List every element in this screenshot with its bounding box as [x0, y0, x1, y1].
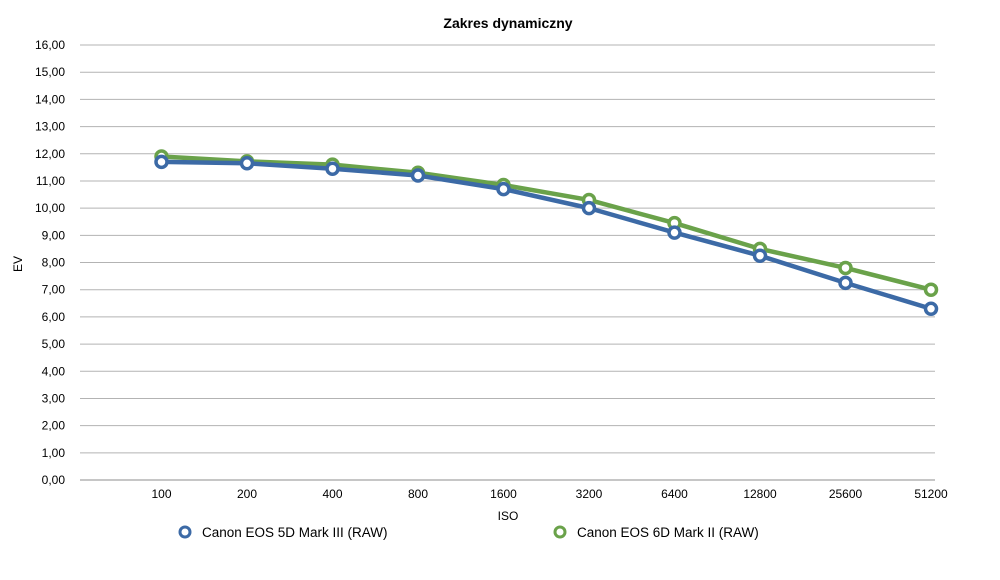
y-tick-label: 5,00 — [42, 337, 66, 351]
data-point — [325, 161, 340, 176]
y-tick-label: 1,00 — [42, 446, 66, 460]
x-tick-label: 25600 — [829, 487, 863, 501]
legend-marker — [178, 525, 192, 539]
x-tick-label: 1600 — [490, 487, 517, 501]
data-point — [752, 248, 768, 263]
y-tick-label: 0,00 — [42, 473, 66, 487]
series-line — [159, 154, 934, 292]
y-tick-label: 8,00 — [42, 256, 66, 270]
x-tick-label: 6400 — [661, 487, 688, 501]
legend-label: Canon EOS 6D Mark II (RAW) — [577, 525, 759, 540]
x-axis-ticks: 100 200 400 800 1600 3200 6400 12800 25600 51200 — [151, 487, 948, 501]
y-axis-ticks: 0,00 1,00 2,00 3,00 4,00 5,00 6,00 7,00 8,00 9,00… — [35, 38, 65, 487]
y-tick-label: 16,00 — [35, 38, 65, 52]
legend: Canon EOS 5D Mark III (RAW) Canon EOS 6D … — [178, 525, 759, 540]
series-group — [154, 149, 939, 316]
data-point — [581, 200, 597, 216]
data-point — [410, 168, 426, 183]
data-point — [838, 275, 853, 291]
y-tick-label: 3,00 — [42, 391, 66, 405]
data-point — [923, 301, 939, 316]
data-point — [923, 282, 939, 297]
x-tick-label: 3200 — [576, 487, 603, 501]
series-1 — [154, 154, 939, 316]
y-tick-label: 4,00 — [42, 364, 66, 378]
x-tick-label: 400 — [322, 487, 342, 501]
y-tick-label: 15,00 — [35, 65, 65, 79]
data-point — [154, 154, 169, 170]
y-tick-label: 6,00 — [42, 310, 66, 324]
data-point — [667, 225, 682, 240]
data-point — [239, 156, 255, 171]
x-axis-label: ISO — [498, 509, 519, 523]
x-tick-label: 100 — [151, 487, 171, 501]
data-point — [496, 181, 511, 197]
x-tick-label: 200 — [237, 487, 257, 501]
y-tick-label: 7,00 — [42, 283, 66, 297]
y-tick-label: 13,00 — [35, 120, 65, 134]
y-axis-label: EV — [11, 256, 25, 272]
data-point — [838, 260, 853, 276]
y-tick-label: 9,00 — [42, 228, 66, 242]
y-tick-label: 12,00 — [35, 147, 65, 161]
x-tick-label: 12800 — [743, 487, 777, 501]
x-tick-label: 800 — [408, 487, 428, 501]
series-line — [159, 159, 934, 311]
y-tick-label: 10,00 — [35, 201, 65, 215]
y-tick-label: 11,00 — [36, 174, 65, 188]
grid-lines — [80, 44, 935, 481]
legend-label: Canon EOS 5D Mark III (RAW) — [202, 525, 388, 540]
chart-title: Zakres dynamiczny — [443, 15, 572, 31]
legend-item: Canon EOS 6D Mark II (RAW) — [553, 525, 759, 540]
legend-item: Canon EOS 5D Mark III (RAW) — [178, 525, 388, 540]
legend-marker — [553, 525, 567, 539]
y-tick-label: 2,00 — [42, 419, 66, 433]
y-tick-label: 14,00 — [35, 92, 65, 106]
x-tick-label: 51200 — [914, 487, 948, 501]
